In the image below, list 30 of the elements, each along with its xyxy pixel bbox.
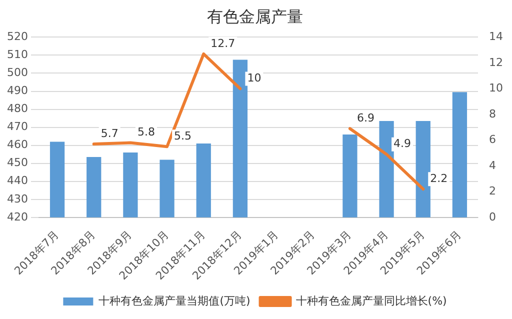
- y-tick-label: 490: [6, 84, 28, 98]
- y2-tick-label: 10: [489, 82, 504, 95]
- data-label: 5.7: [100, 126, 118, 140]
- y-tick-label: 450: [6, 156, 28, 170]
- data-label: 5.5: [174, 129, 192, 142]
- y2-tick-label: 12: [489, 56, 504, 69]
- legend-label: 十种有色金属产量当期值(万吨): [98, 294, 250, 308]
- data-label: 2.2: [430, 172, 448, 185]
- data-label: 4.9: [394, 137, 412, 150]
- y2-tick-label: 14: [489, 30, 504, 44]
- y-tick-label: 510: [6, 48, 28, 62]
- legend-label: 十种有色金属产量同比增长(%): [296, 294, 447, 308]
- y-tick-label: 430: [6, 192, 28, 206]
- y-tick-label: 460: [6, 138, 28, 152]
- y2-tick-label: 8: [489, 107, 496, 120]
- y-tick-label: 470: [6, 120, 28, 134]
- y-tick-label: 520: [6, 30, 28, 44]
- y-tick-label: 440: [6, 174, 28, 188]
- data-label: 6.9: [356, 111, 374, 124]
- y2-tick-label: 4: [489, 158, 496, 172]
- y-tick-label: 480: [6, 102, 28, 116]
- y-tick-label: 500: [6, 66, 28, 80]
- data-label: 10: [247, 72, 262, 85]
- y2-tick-label: 2: [489, 184, 496, 198]
- y2-tick-label: 0: [489, 210, 496, 224]
- y-tick-label: 420: [6, 210, 28, 224]
- chart-title: 有色金属产量: [207, 6, 303, 26]
- data-label: 12.7: [210, 36, 236, 50]
- y2-tick-label: 6: [489, 133, 496, 146]
- data-label: 5.8: [137, 126, 155, 139]
